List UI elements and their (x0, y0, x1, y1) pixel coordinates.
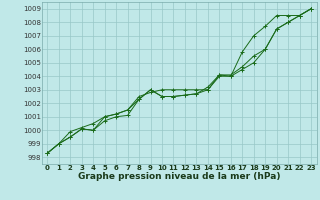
X-axis label: Graphe pression niveau de la mer (hPa): Graphe pression niveau de la mer (hPa) (78, 172, 280, 181)
